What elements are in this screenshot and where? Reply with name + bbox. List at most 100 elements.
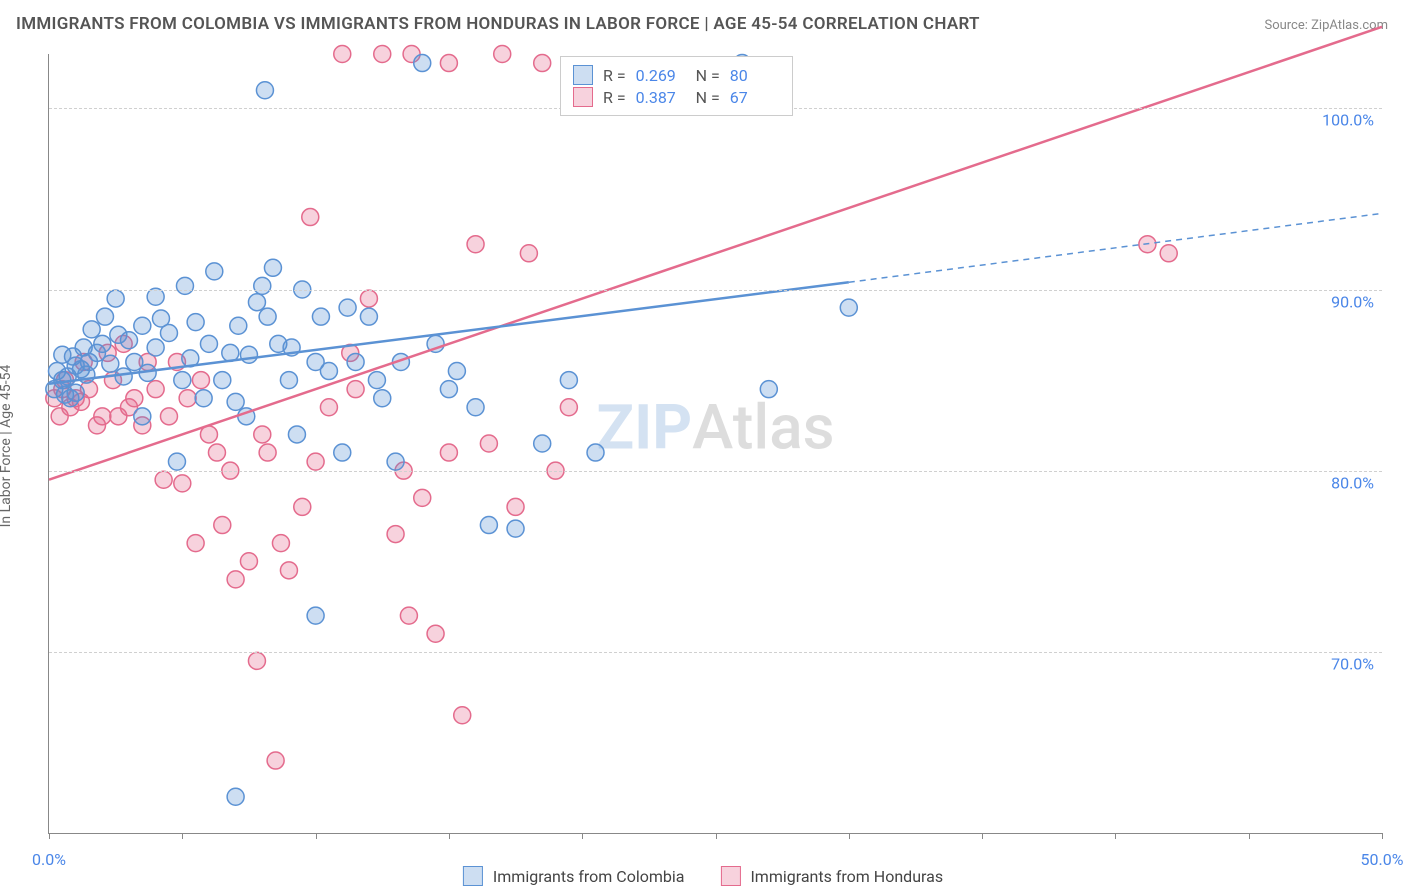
stats-legend: R = 0.269 N = 80 R = 0.387 N = 67 — [560, 56, 793, 116]
data-point — [227, 393, 244, 410]
data-point — [230, 317, 247, 334]
series-legend: Immigrants from Colombia Immigrants from… — [463, 866, 943, 886]
legend-label-honduras: Immigrants from Honduras — [750, 867, 943, 886]
x-tick — [582, 833, 583, 839]
y-tick-label: 80.0% — [1331, 473, 1374, 492]
legend-item-honduras: Immigrants from Honduras — [720, 866, 943, 886]
x-tick-label: 50.0% — [1361, 850, 1404, 869]
data-point — [195, 390, 212, 407]
data-point — [259, 308, 276, 325]
x-tick — [182, 833, 183, 839]
data-point — [267, 752, 284, 769]
plot-area: ZIPAtlas 70.0%80.0%90.0%100.0%0.0%50.0% — [48, 54, 1382, 834]
data-point — [134, 408, 151, 425]
data-point — [307, 607, 324, 624]
stat-R-honduras: 0.387 — [636, 88, 686, 107]
stat-N-label: N = — [696, 88, 720, 107]
swatch-colombia-icon — [573, 65, 593, 85]
x-tick — [716, 833, 717, 839]
data-point — [254, 277, 271, 294]
data-point — [400, 607, 417, 624]
chart-title: IMMIGRANTS FROM COLOMBIA VS IMMIGRANTS F… — [16, 14, 980, 34]
data-point — [192, 372, 209, 389]
data-point — [206, 263, 223, 280]
plot-svg — [49, 54, 1382, 833]
stat-R-label: R = — [603, 66, 626, 85]
data-point — [254, 426, 271, 443]
data-point — [214, 517, 231, 534]
data-point — [83, 321, 100, 338]
swatch-honduras-icon — [720, 866, 740, 886]
data-point — [440, 444, 457, 461]
x-tick — [1249, 833, 1250, 839]
data-point — [147, 381, 164, 398]
data-point — [560, 399, 577, 416]
x-tick — [316, 833, 317, 839]
data-point — [200, 335, 217, 352]
data-point — [840, 299, 857, 316]
data-point — [347, 381, 364, 398]
data-point — [107, 290, 124, 307]
data-point — [320, 399, 337, 416]
data-point — [280, 372, 297, 389]
data-point — [360, 308, 377, 325]
data-point — [448, 363, 465, 380]
data-point — [147, 339, 164, 356]
y-tick-label: 90.0% — [1331, 292, 1374, 311]
grid-line — [49, 652, 1382, 653]
data-point — [560, 372, 577, 389]
data-point — [534, 55, 551, 72]
data-point — [320, 363, 337, 380]
data-point — [160, 408, 177, 425]
data-point — [760, 381, 777, 398]
data-point — [507, 498, 524, 515]
data-point — [214, 372, 231, 389]
data-point — [520, 245, 537, 262]
y-tick-label: 70.0% — [1331, 654, 1374, 673]
stats-row-colombia: R = 0.269 N = 80 — [573, 65, 780, 85]
x-tick — [49, 833, 50, 839]
data-point — [454, 707, 471, 724]
data-point — [248, 652, 265, 669]
data-point — [208, 444, 225, 461]
data-point — [94, 335, 111, 352]
x-tick — [449, 833, 450, 839]
data-point — [387, 453, 404, 470]
data-point — [115, 368, 132, 385]
data-point — [480, 517, 497, 534]
stat-R-colombia: 0.269 — [636, 66, 686, 85]
data-point — [587, 444, 604, 461]
data-point — [134, 317, 151, 334]
data-point — [102, 355, 119, 372]
grid-line — [49, 471, 1382, 472]
data-point — [507, 520, 524, 537]
data-point — [288, 426, 305, 443]
data-point — [480, 435, 497, 452]
stat-R-label: R = — [603, 88, 626, 107]
stat-N-honduras: 67 — [730, 88, 780, 107]
data-point — [174, 372, 191, 389]
data-point — [160, 324, 177, 341]
data-point — [187, 314, 204, 331]
grid-line — [49, 290, 1382, 291]
data-point — [294, 498, 311, 515]
data-point — [126, 390, 143, 407]
data-point — [347, 353, 364, 370]
legend-item-colombia: Immigrants from Colombia — [463, 866, 685, 886]
y-tick-label: 100.0% — [1322, 111, 1374, 130]
data-point — [187, 535, 204, 552]
x-tick — [982, 833, 983, 839]
data-point — [259, 444, 276, 461]
swatch-honduras-icon — [573, 87, 593, 107]
data-point — [312, 308, 329, 325]
data-point — [440, 55, 457, 72]
data-point — [155, 471, 172, 488]
data-point — [534, 435, 551, 452]
data-point — [168, 453, 185, 470]
data-point — [374, 46, 391, 63]
swatch-colombia-icon — [463, 866, 483, 886]
x-tick — [849, 833, 850, 839]
data-point — [368, 372, 385, 389]
data-point — [440, 381, 457, 398]
data-point — [280, 562, 297, 579]
